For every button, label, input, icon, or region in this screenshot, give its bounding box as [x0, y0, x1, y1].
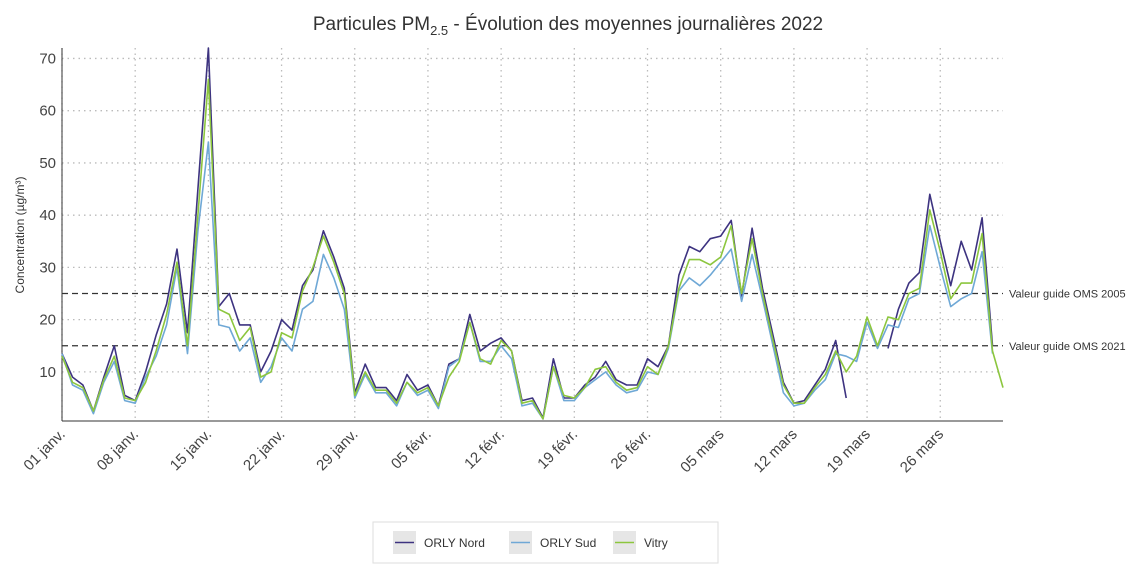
x-tick-label: 26 mars: [897, 426, 947, 476]
y-tick-label: 70: [39, 50, 56, 67]
legend-label: Vitry: [644, 536, 668, 550]
x-tick-label: 01 janv.: [20, 426, 68, 474]
reference-label: Valeur guide OMS 2005: [1009, 289, 1126, 301]
y-tick-label: 30: [39, 259, 56, 276]
y-tick-label: 40: [39, 207, 56, 224]
chart-title: Particules PM2.5 - Évolution des moyenne…: [313, 14, 823, 38]
x-tick-label: 05 févr.: [388, 426, 435, 473]
y-tick-label: 50: [39, 155, 56, 172]
legend-label: ORLY Sud: [540, 536, 596, 550]
x-tick-label: 12 mars: [750, 426, 800, 476]
y-axis-label: Concentration (µg/m³): [13, 177, 27, 294]
x-tick-label: 29 janv.: [313, 426, 361, 474]
legend-frame: [372, 521, 719, 564]
x-tick-label: 19 févr.: [534, 426, 581, 473]
y-tick-label: 20: [39, 312, 56, 329]
title-suffix: - Évolution des moyennes journalières 20…: [448, 14, 823, 35]
series-line: [61, 47, 994, 419]
reference-label: Valeur guide OMS 2021: [1009, 341, 1126, 353]
x-tick-label: 12 févr.: [461, 426, 508, 473]
y-tick-label: 60: [39, 103, 56, 120]
x-tick-label: 08 janv.: [94, 426, 142, 474]
y-tick-label: 10: [39, 364, 56, 381]
x-tick-label: 05 mars: [677, 426, 727, 476]
series-line: [61, 141, 994, 420]
legend-label: ORLY Nord: [424, 536, 485, 550]
x-tick-label: 22 janv.: [240, 426, 288, 474]
x-tick-label: 19 mars: [824, 426, 874, 476]
series-line: [61, 78, 1004, 420]
title-prefix: Particules PM: [313, 14, 430, 35]
x-tick-label: 26 févr.: [608, 426, 655, 473]
title-subscript: 2.5: [430, 23, 448, 38]
x-tick-label: 15 janv.: [167, 426, 215, 474]
